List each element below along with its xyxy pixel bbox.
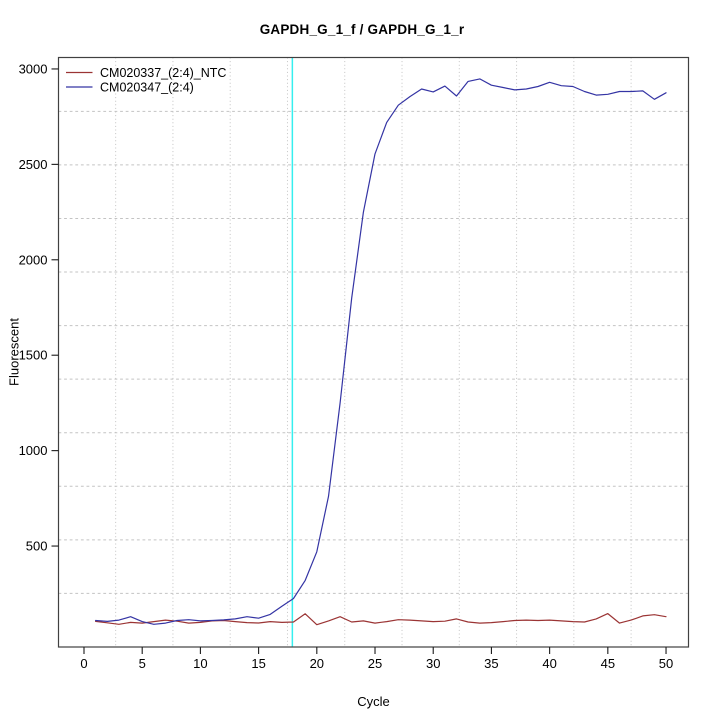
x-tick-label: 45 bbox=[601, 656, 615, 671]
y-tick-label: 2500 bbox=[19, 157, 48, 172]
x-tick-label: 5 bbox=[139, 656, 146, 671]
x-tick-label: 25 bbox=[368, 656, 382, 671]
y-axis-title: Fluorescent bbox=[6, 318, 22, 386]
plot-box bbox=[57, 56, 690, 648]
chart-title: GAPDH_G_1_f / GAPDH_G_1_r bbox=[259, 22, 465, 37]
x-tick-label: 30 bbox=[426, 656, 440, 671]
y-tick-label: 3000 bbox=[19, 61, 48, 76]
x-tick-label: 15 bbox=[251, 656, 265, 671]
x-tick-label: 20 bbox=[310, 656, 324, 671]
series-line-1 bbox=[94, 78, 667, 625]
x-tick-label: 40 bbox=[542, 656, 556, 671]
y-tick-label: 2000 bbox=[19, 252, 48, 267]
y-tick-label: 1000 bbox=[19, 443, 48, 458]
legend-label: CM020337_(2:4)_NTC bbox=[100, 66, 226, 80]
legend-label: CM020347_(2:4) bbox=[100, 81, 194, 95]
x-tick-label: 10 bbox=[193, 656, 207, 671]
series-line-0 bbox=[94, 612, 667, 626]
x-axis-title: Cycle bbox=[357, 694, 390, 709]
y-tick-label: 1500 bbox=[19, 348, 48, 363]
y-tick-label: 500 bbox=[26, 539, 48, 554]
x-tick-label: 0 bbox=[80, 656, 87, 671]
x-tick-label: 35 bbox=[484, 656, 498, 671]
x-tick-label: 50 bbox=[659, 656, 673, 671]
